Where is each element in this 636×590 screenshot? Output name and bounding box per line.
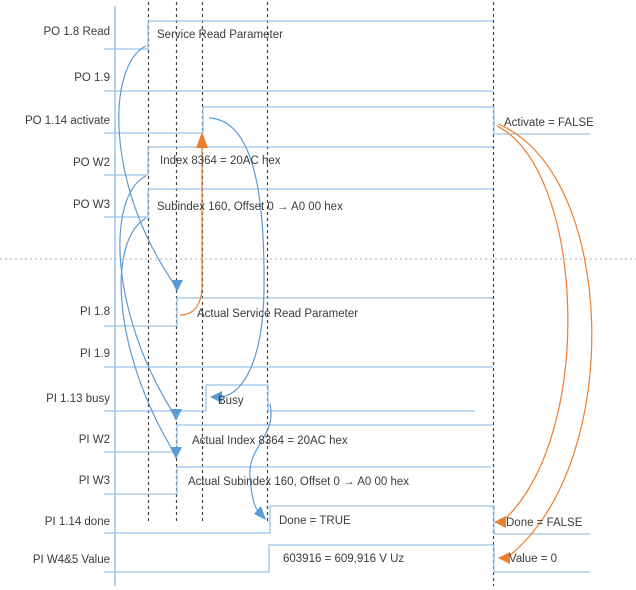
connector-deactivate-to-done-false (496, 125, 569, 521)
row-label-pi-1-13: PI 1.13 busy (46, 393, 110, 405)
row-label-po-w3: PO W3 (73, 199, 110, 211)
annotation-actual-index: Actual Index 8364 = 20AC hex (192, 435, 348, 447)
row-label-po-1-9: PO 1.9 (74, 72, 110, 84)
annotation-busy: Busy (218, 395, 244, 407)
waveform-po-1-8-read (104, 20, 493, 50)
row-label-pi-w2: PI W2 (79, 434, 110, 446)
annotation-subindex: Subindex 160, Offset 0 → A0 00 hex (157, 201, 343, 213)
annotation-index: Index 8364 = 20AC hex (160, 155, 281, 167)
annotation-activate-false: Activate = FALSE (504, 117, 594, 129)
connector-index-to-actual-index (119, 175, 173, 412)
connector-read-to-actual-read (118, 45, 173, 282)
connector-busy-to-done (249, 403, 272, 512)
row-label-po-1-8: PO 1.8 Read (44, 26, 110, 38)
waveform-pi-1-14-done (104, 505, 590, 535)
annotation-service-read: Service Read Parameter (157, 29, 283, 41)
row-label-po-w2: PO W2 (73, 157, 110, 169)
arrowhead-busy (210, 391, 222, 403)
waveform-pi-1-8 (104, 297, 493, 327)
arrowhead-activate-rise (196, 132, 208, 148)
arrowhead-value-zero (498, 552, 510, 564)
waveform-pi-w45-value (104, 544, 590, 573)
connector-deactivate-to-value-zero (497, 123, 593, 557)
waveform-po-w3 (104, 188, 493, 218)
arrowhead-actual-subindex (170, 447, 182, 459)
row-label-pi-1-14: PI 1.14 done (45, 516, 110, 528)
waveform-pi-1-13-busy (104, 384, 475, 412)
annotation-value-zero: Value = 0 (509, 553, 557, 565)
connector-activate-to-busy (208, 117, 265, 398)
connector-subindex-to-actual-subindex (120, 217, 173, 450)
row-label-pi-w45: PI W4&5 Value (33, 554, 110, 566)
arrowhead-actual-read (171, 280, 183, 292)
arrowhead-done-false (494, 516, 506, 528)
row-label-pi-1-8: PI 1.8 (80, 306, 110, 318)
arrowhead-done (254, 506, 266, 520)
row-label-po-1-14: PO 1.14 activate (25, 115, 110, 127)
waveform-pi-w3 (104, 466, 491, 495)
annotation-actual-service-read: Actual Service Read Parameter (197, 308, 358, 320)
arrowhead-actual-index (170, 409, 182, 421)
row-label-pi-1-9: PI 1.9 (80, 348, 110, 360)
annotation-done-false: Done = FALSE (506, 517, 583, 529)
annotation-value-result: 603916 = 609,916 V Uz (283, 553, 404, 565)
annotation-done-true: Done = TRUE (279, 515, 351, 527)
connector-actual-read-to-activate (179, 146, 203, 316)
row-label-pi-w3: PI W3 (79, 475, 110, 487)
waveform-pi-w2 (104, 424, 493, 453)
annotation-actual-subindex: Actual Subindex 160, Offset 0 → A0 00 he… (188, 476, 409, 488)
